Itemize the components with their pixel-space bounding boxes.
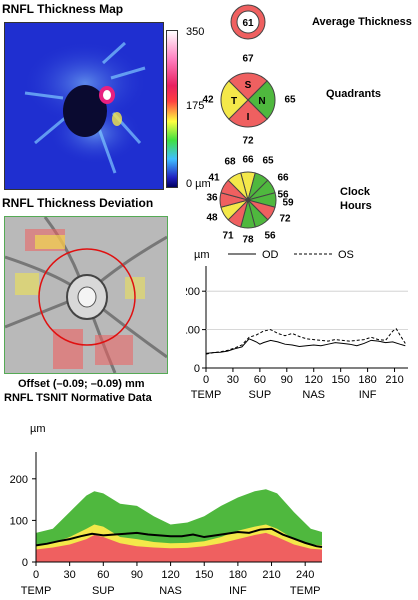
- clock-value-10: 36: [206, 192, 218, 204]
- clock-value-7: 78: [242, 234, 254, 246]
- chart2-x-tick-label: 90: [131, 569, 143, 581]
- chart1-region-label: INF: [359, 389, 377, 401]
- chart1-x-tick-label: 90: [281, 374, 293, 386]
- series-od-line: [205, 338, 406, 354]
- chart1-region-label: SUP: [249, 389, 272, 401]
- clock-hours-diagram: [219, 171, 277, 229]
- chart1-x-tick-label: 0: [203, 374, 209, 386]
- deviation-map-title: RNFL Thickness Deviation: [2, 196, 154, 210]
- clock-value-4: 59: [282, 197, 294, 209]
- chart2-y-tick-label: 200: [10, 474, 28, 486]
- clock-value-12: 66: [242, 154, 254, 166]
- chart1-y-tick-label: 0: [194, 363, 200, 375]
- quadrant-letter-i: I: [247, 112, 250, 123]
- clock-value-5: 72: [279, 213, 291, 225]
- scale-label-min: 0 µm: [186, 178, 211, 190]
- chart2-x-tick-label: 60: [97, 569, 109, 581]
- chart2-y-tick-label: 0: [22, 557, 28, 569]
- thickness-map-graphic: [5, 23, 163, 189]
- chart2-x-tick-label: 30: [64, 569, 76, 581]
- deviation-map-image: [4, 216, 168, 374]
- chart1-x-tick-label: 120: [305, 374, 323, 386]
- quadrant-value-inferior: 72: [242, 135, 254, 147]
- chart2-x-tick-label: 120: [161, 569, 179, 581]
- chart1-region-label: TEMP: [191, 389, 222, 401]
- series-os-line: [205, 328, 406, 355]
- chart1-x-tick-label: 180: [358, 374, 376, 386]
- chart2-unit-label: µm: [30, 423, 46, 435]
- clock-value-9: 48: [206, 212, 218, 224]
- clock-value-8: 71: [222, 230, 234, 242]
- clock-value-top-left: 68: [224, 156, 236, 168]
- thickness-map-image: [4, 22, 164, 190]
- chart2-region-label: TEMP: [290, 585, 321, 597]
- thickness-map-title: RNFL Thickness Map: [2, 2, 124, 16]
- quadrants-label: Quadrants: [326, 88, 382, 100]
- clock-value-1: 65: [262, 155, 274, 167]
- offset-text: Offset (–0.09; –0.09) mm: [18, 378, 145, 390]
- chart1-x-tick-label: 210: [385, 374, 403, 386]
- average-thickness-ring: 61: [230, 4, 266, 40]
- tsnit-od-os-chart: µm OD OS 0 100 200 0 30 60 90 120 150 180 210 TEMP S…: [186, 249, 408, 401]
- chart1-x-tick-label: 60: [254, 374, 266, 386]
- clock-hours-label-2: Hours: [340, 200, 372, 212]
- chart2-region-label: NAS: [159, 585, 182, 597]
- chart1-x-tick-label: 30: [227, 374, 239, 386]
- chart2-x-tick-label: 0: [33, 569, 39, 581]
- chart2-region-label: INF: [229, 585, 247, 597]
- series-od-line: [35, 527, 323, 549]
- deviation-map-graphic: [5, 217, 167, 373]
- quadrant-value-temporal: 42: [202, 94, 214, 106]
- tsnit-normative-chart: µm 0 100 200 0 30 60 90 120 150 180 210 240 TEMP SUP N…: [10, 423, 323, 597]
- chart2-x-tick-label: 150: [195, 569, 213, 581]
- chart2-x-tick-label: 210: [262, 569, 280, 581]
- legend-os-label: OS: [338, 249, 354, 261]
- chart1-y-tick-label: 200: [186, 286, 200, 298]
- quadrant-value-superior: 67: [242, 53, 254, 65]
- quadrant-letter-n: N: [258, 96, 265, 107]
- clock-value-3: 56: [277, 189, 289, 201]
- scale-label-mid: 175: [186, 100, 205, 112]
- quadrant-value-nasal: 65: [284, 94, 296, 106]
- chart1-y-tick-label: 100: [186, 325, 200, 337]
- legend-od-label: OD: [262, 249, 279, 261]
- chart2-region-label: SUP: [92, 585, 115, 597]
- clock-value-6: 56: [264, 230, 276, 242]
- quadrant-letter-s: S: [245, 80, 252, 91]
- scale-label-max: 350: [186, 26, 205, 38]
- chart2-region-label: TEMP: [21, 585, 52, 597]
- quadrants-diagram: S N I T: [220, 72, 276, 128]
- chart1-unit-label: µm: [194, 249, 210, 261]
- chart1-region-label: NAS: [302, 389, 325, 401]
- clock-sector: [227, 172, 249, 202]
- chart2-x-tick-label: 180: [229, 569, 247, 581]
- color-scale-bar: [166, 30, 178, 188]
- clock-hours-label-1: Clock: [340, 186, 370, 198]
- chart1-x-tick-label: 150: [331, 374, 349, 386]
- average-thickness-label: Average Thickness: [312, 16, 412, 28]
- chart2-x-tick-label: 240: [296, 569, 314, 581]
- tsnit-title: RNFL TSNIT Normative Data: [4, 392, 152, 404]
- clock-value-11: 41: [208, 172, 220, 184]
- clock-value-2: 66: [277, 172, 289, 184]
- chart2-y-tick-label: 100: [10, 515, 28, 527]
- quadrant-letter-t: T: [231, 96, 237, 107]
- average-thickness-value: 61: [242, 18, 254, 29]
- abnormal-range-area: [36, 532, 322, 562]
